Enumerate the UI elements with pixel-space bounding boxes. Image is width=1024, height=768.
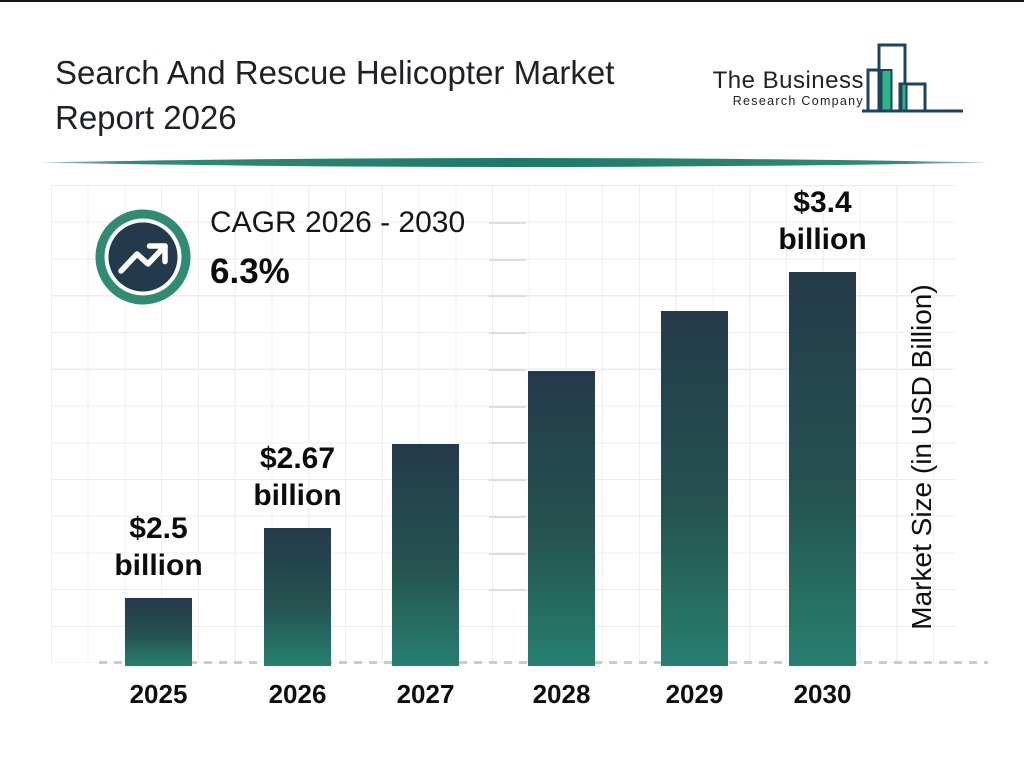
x-tick-label-2028: 2028 xyxy=(532,679,591,709)
divider-lens xyxy=(40,158,988,167)
bar-2028 xyxy=(528,371,595,666)
logo-bars-icon xyxy=(862,43,963,113)
bar-2025 xyxy=(125,598,192,666)
x-tick-label-2025: 2025 xyxy=(129,679,188,709)
y-gridline-tick xyxy=(489,405,526,408)
logo-name: The Business xyxy=(712,67,864,94)
x-tick-label-2029: 2029 xyxy=(665,679,724,709)
bar-2027 xyxy=(392,444,459,666)
y-gridline-tick xyxy=(489,589,526,592)
trend-up-arrow-icon xyxy=(118,243,168,274)
cagr-badge-icon xyxy=(95,209,191,305)
value-label-2030: $3.4 billion xyxy=(778,186,867,256)
logo-subname: Research Company xyxy=(732,94,864,108)
y-gridline-tick xyxy=(489,258,526,261)
value-label-2026: $2.67 billion xyxy=(253,442,342,512)
cagr-value: 6.3% xyxy=(210,252,290,291)
x-tick-label-2026: 2026 xyxy=(268,679,327,709)
y-gridline-tick xyxy=(489,479,526,481)
x-tick-label-2027: 2027 xyxy=(396,679,455,709)
page-title-line1: Search And Rescue Helicopter Market xyxy=(55,54,615,91)
page-title-line2: Report 2026 xyxy=(55,99,237,136)
y-gridline-tick xyxy=(489,515,526,518)
bar-2026 xyxy=(264,528,331,666)
y-gridline-tick xyxy=(489,442,526,445)
x-tick-label-2030: 2030 xyxy=(793,679,852,709)
top-border-line xyxy=(0,0,1024,2)
y-gridline-tick xyxy=(489,332,526,334)
value-label-2025: $2.5 billion xyxy=(114,512,203,582)
y-gridline-tick xyxy=(489,221,526,224)
bar-2030 xyxy=(789,272,856,666)
bar-2029 xyxy=(661,311,728,666)
page-title: Search And Rescue Helicopter Market Repo… xyxy=(55,50,614,140)
cagr-period-label: CAGR 2026 - 2030 xyxy=(210,206,466,239)
company-logo-text: The Business Research Company xyxy=(712,67,864,109)
y-gridline-tick xyxy=(489,368,526,371)
y-gridline-tick xyxy=(489,295,526,298)
y-axis-title: Market Size (in USD Billion) xyxy=(906,284,937,630)
y-gridline-tick xyxy=(489,552,526,555)
